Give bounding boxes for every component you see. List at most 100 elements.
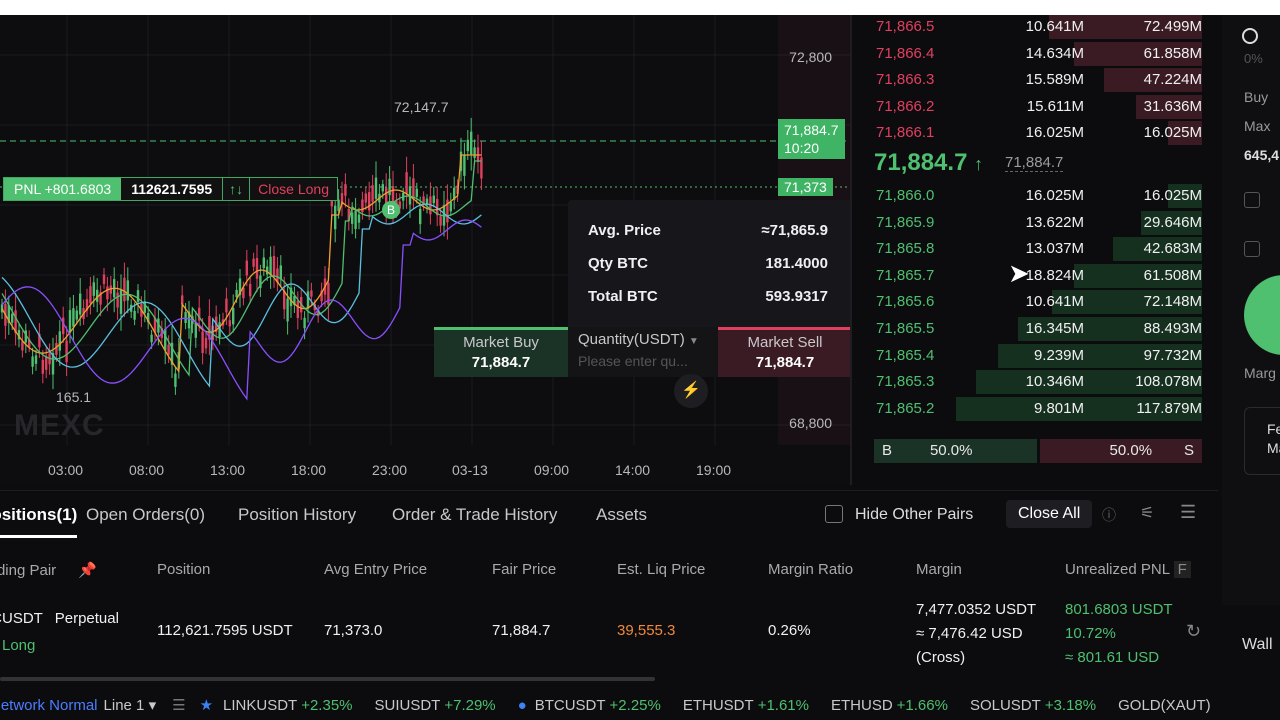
reverse-icon[interactable]: ↑↓ xyxy=(223,178,251,200)
price: 71,866.4 xyxy=(876,44,935,62)
info-icon[interactable]: ⓘ xyxy=(1102,507,1116,523)
horizontal-scrollbar[interactable] xyxy=(0,677,655,681)
avg-price-label: Avg. Price xyxy=(588,222,661,239)
candle-body xyxy=(337,199,340,211)
depth-bar xyxy=(1135,94,1202,119)
total: 31.636M xyxy=(1143,97,1202,115)
candle-body xyxy=(45,355,48,370)
quantity: 16.345M xyxy=(1025,320,1084,337)
ask-row[interactable]: 71,866.1 16.025M 16.025M xyxy=(874,121,1202,146)
candle-body xyxy=(296,300,299,319)
ask-row[interactable]: 71,866.2 15.611M 31.636M xyxy=(874,94,1202,119)
menu-icon[interactable]: ☰ xyxy=(1180,502,1197,522)
filter-icon[interactable]: ⚟ xyxy=(1140,505,1155,522)
tab-assets[interactable]: Assets xyxy=(596,505,648,524)
share-icon[interactable]: ↻ xyxy=(1186,621,1202,641)
bid-row[interactable]: 71,865.7 18.824M 61.508M xyxy=(874,263,1202,288)
open-long-button[interactable] xyxy=(1244,275,1280,355)
candle-body xyxy=(14,310,17,334)
tab-positions[interactable]: Positions(1) xyxy=(0,505,78,538)
ask-row[interactable]: 71,866.3 15.589M 47.224M xyxy=(874,68,1202,93)
ticker-item[interactable]: ETHUSD +1.66% xyxy=(831,697,948,714)
ticker-bar: Network Normal Line 1 ▾ ☰ ★ LINKUSDT +2.3… xyxy=(0,690,1280,720)
candle-body xyxy=(422,196,425,205)
market-buy-button[interactable]: Market Buy 71,884.7 xyxy=(434,327,568,377)
close-all-button[interactable]: Close All xyxy=(1006,500,1093,528)
candle-body xyxy=(412,178,415,200)
price: 71,865.8 xyxy=(876,240,935,258)
candle-body xyxy=(371,185,374,202)
last-price-tag: 71,884.7 10:20 xyxy=(778,119,845,159)
total-label: Total BTC xyxy=(588,288,658,305)
bid-row[interactable]: 71,865.8 13.037M 42.683M xyxy=(874,237,1202,262)
candle-body xyxy=(181,295,184,305)
quick-trade-bar: Market Buy 71,884.7 Quantity(USDT) ▼ Plea… xyxy=(434,327,852,377)
star-icon[interactable]: ★ xyxy=(199,697,214,714)
quantity-input[interactable]: Quantity(USDT) ▼ Please enter qu... xyxy=(568,327,718,377)
candle-body xyxy=(306,291,310,309)
market-sell-label: Market Sell xyxy=(747,334,823,351)
quantity-unit-select[interactable]: Quantity(USDT) xyxy=(578,331,685,348)
candle-body xyxy=(198,307,201,321)
candle-body xyxy=(65,340,68,363)
checkbox[interactable] xyxy=(1244,192,1260,208)
total: 42.683M xyxy=(1143,240,1202,258)
tab-order-trade-history[interactable]: Order & Trade History xyxy=(392,505,558,524)
quantity: 13.622M xyxy=(1025,213,1084,231)
candle-body xyxy=(133,310,136,320)
ticker-item[interactable]: SOLUSDT +3.18% xyxy=(970,697,1096,714)
price: 71,865.4 xyxy=(876,346,935,364)
bid-row[interactable]: 71,865.2 9.801M 117.879M xyxy=(874,396,1202,421)
lightning-icon[interactable]: ⚡ xyxy=(674,374,708,408)
ticker-item[interactable]: ETHUSDT +1.61% xyxy=(683,697,809,714)
bid-row[interactable]: 71,865.5 16.345M 88.493M xyxy=(874,317,1202,341)
ticker-symbol: SUIUSDT xyxy=(374,696,441,714)
leverage-slider-handle[interactable] xyxy=(1242,28,1258,44)
quantity: 18.824M xyxy=(1025,266,1084,284)
candle-body xyxy=(157,318,160,333)
candle-body xyxy=(34,355,38,364)
candle-body xyxy=(150,334,153,343)
candle-body xyxy=(374,177,378,199)
high-price-label: 72,147.7 xyxy=(394,99,449,115)
ticker-item[interactable]: GOLD(XAUT) xyxy=(1118,697,1215,714)
candle-body xyxy=(85,299,89,311)
position-pair[interactable]: BTCUSDT Perpetual xyxy=(0,610,119,627)
ask-row[interactable]: 71,866.4 14.634M 61.858M xyxy=(874,41,1202,66)
buy-sell-ratio: B 50.0% 50.0% S xyxy=(874,439,1202,463)
depth-bar xyxy=(1049,15,1202,39)
candle-body xyxy=(398,201,401,209)
depth-tooltip: Avg. Price ≈71,865.9 Qty BTC 181.4000 Tota… xyxy=(568,200,854,330)
total: 61.858M xyxy=(1143,44,1202,62)
market-sell-button[interactable]: Market Sell 71,884.7 xyxy=(718,327,852,377)
entry-price-cell: 71,373.0 xyxy=(324,622,383,639)
bid-row[interactable]: 71,865.9 13.622M 29.646M xyxy=(874,210,1202,235)
drop-icon: ● xyxy=(517,696,527,714)
depth-bar xyxy=(1140,210,1202,235)
bid-row[interactable]: 71,865.6 10.641M 72.148M xyxy=(874,290,1202,315)
ticker-item[interactable]: SUIUSDT +7.29% xyxy=(375,697,496,714)
ticker-item[interactable]: ● BTCUSDT +2.25% xyxy=(518,697,661,714)
list-icon[interactable]: ☰ xyxy=(172,697,186,714)
ask-row[interactable]: 71,866.5 10.641M 72.499M xyxy=(874,15,1202,39)
bid-row[interactable]: 71,866.0 16.025M 16.025M xyxy=(874,184,1202,208)
ticker-item[interactable]: LINKUSDT +2.35% xyxy=(223,697,352,714)
position-line-bar[interactable]: PNL +801.6803 112621.7595 ↑↓ Close Long xyxy=(3,177,338,201)
bid-row[interactable]: 71,865.3 10.346M 108.078M xyxy=(874,370,1202,395)
hide-other-pairs-checkbox[interactable] xyxy=(825,505,843,523)
candle-countdown: 10:20 xyxy=(784,140,820,156)
tab-position-history[interactable]: Position History xyxy=(238,505,357,524)
tab-open-orders[interactable]: Open Orders(0) xyxy=(86,505,206,524)
margin-ratio-cell: 0.26% xyxy=(768,622,811,639)
checkbox[interactable] xyxy=(1244,241,1260,257)
y-axis-label: 68,800 xyxy=(789,415,832,431)
candle-body xyxy=(123,277,126,302)
candle-body xyxy=(303,317,306,329)
bid-row[interactable]: 71,865.4 9.239M 97.732M xyxy=(874,343,1202,368)
close-long-button[interactable]: Close Long xyxy=(250,178,337,200)
candle-body xyxy=(463,155,466,176)
line-select[interactable]: Line 1 ▾ xyxy=(103,697,157,714)
market-buy-price: 71,884.7 xyxy=(471,354,531,371)
fair-price-cell: 71,884.7 xyxy=(492,622,551,639)
candle-body xyxy=(245,260,248,276)
